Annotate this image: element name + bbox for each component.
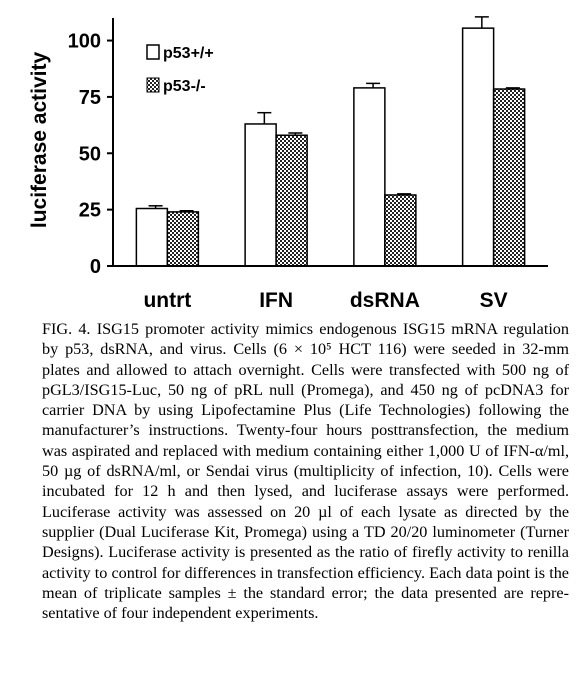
bar [244, 123, 277, 267]
y-tick-label: 50 [79, 143, 101, 165]
bar [135, 207, 169, 267]
figure-caption: FIG. 4. ISG15 promoter activity mimics e… [42, 319, 569, 623]
x-tick-label: dsRNA [350, 289, 420, 312]
bar-group [353, 82, 386, 267]
bar-group [244, 111, 277, 267]
bar [166, 211, 200, 267]
bar-group [492, 87, 526, 267]
legend-item-p53-ko: p53-/- [146, 77, 206, 95]
y-tick-label: 75 [79, 87, 101, 109]
luciferase-bar-chart: 0 25 50 75 100 untrt IFN dsRNA SV luciferase ac… [28, 16, 548, 312]
caption-label: FIG. 4. [42, 320, 91, 338]
bars [135, 16, 526, 267]
y-axis-ticks: 0 25 50 75 100 [68, 31, 113, 278]
bar [461, 27, 495, 267]
y-tick-label: 25 [79, 200, 101, 222]
bar [353, 87, 386, 267]
x-tick-label: untrt [143, 289, 191, 312]
y-tick-label: 0 [90, 256, 101, 278]
legend-item-p53-wt: p53+/+ [146, 44, 214, 62]
bar-group [275, 132, 308, 267]
x-axis-labels: untrt IFN dsRNA SV [143, 289, 507, 312]
x-tick-label: SV [480, 289, 508, 312]
legend: p53+/+ p53-/- [146, 44, 214, 95]
bar-group [384, 193, 417, 267]
caption-text: ISG15 promoter activity mimics endogenou… [42, 320, 569, 623]
legend-label-p53-wt: p53+/+ [163, 45, 214, 62]
y-axis-title: luciferase activity [28, 52, 51, 229]
bar-group [461, 16, 495, 267]
legend-swatch-p53-ko [146, 77, 160, 93]
bar-group [166, 210, 200, 267]
x-tick-label: IFN [259, 289, 293, 312]
legend-swatch-p53-wt [146, 44, 160, 60]
bar [384, 194, 417, 267]
legend-label-p53-ko: p53-/- [163, 78, 206, 95]
y-tick-label: 100 [68, 31, 101, 53]
bar [492, 88, 526, 267]
bar [275, 134, 308, 267]
bar-group [135, 205, 169, 267]
